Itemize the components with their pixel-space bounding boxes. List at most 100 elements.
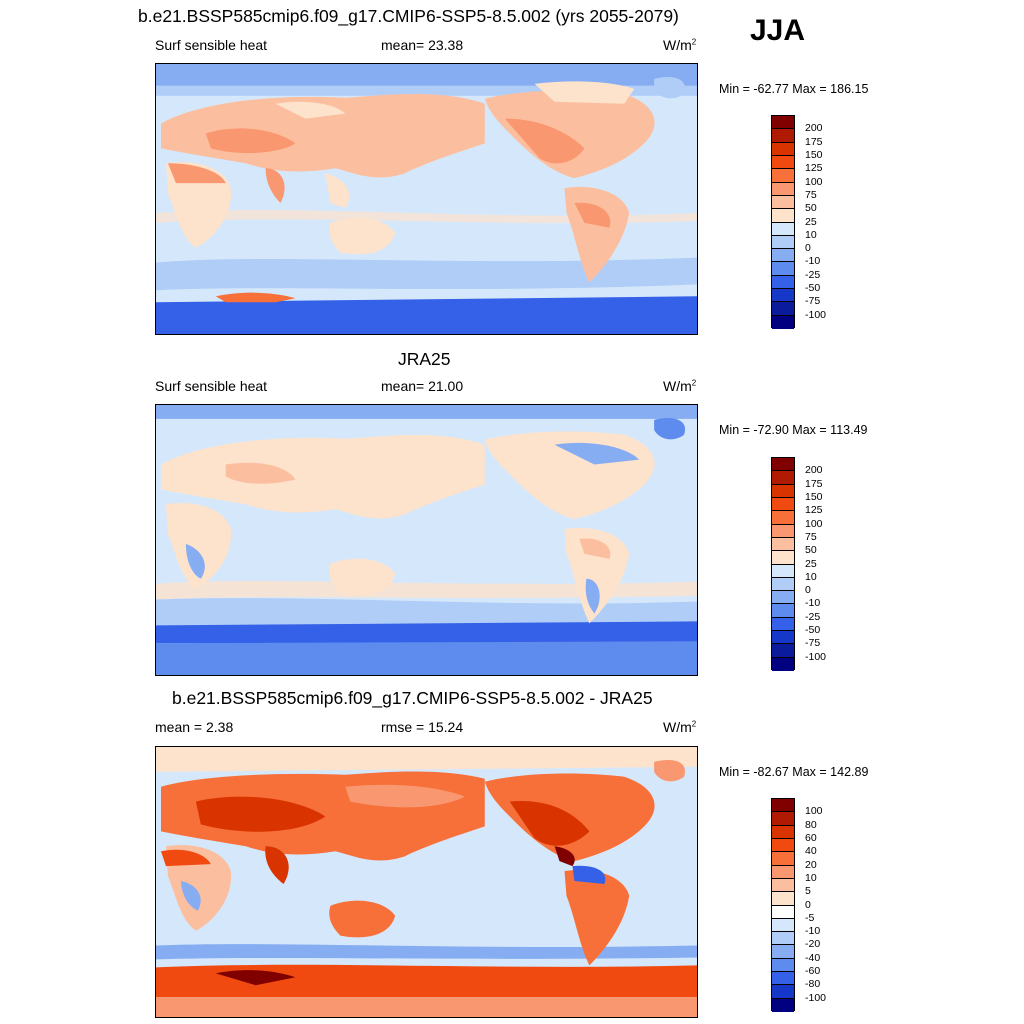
colorbar-tick-label: 200 [805, 464, 823, 477]
colorbar-tick-label: -10 [805, 925, 821, 938]
colorbar-tick-label: -50 [805, 624, 821, 637]
colorbar-tick-label: -10 [805, 255, 821, 268]
colorbar-tick-label: 100 [805, 805, 823, 818]
colorbar-tick-label: 125 [805, 504, 823, 517]
colorbar-segment [772, 116, 794, 130]
colorbar-segment [772, 812, 794, 826]
panel-3-minmax: Min = -82.67 Max = 142.89 [719, 765, 869, 779]
colorbar-tick-label: -75 [805, 295, 821, 308]
colorbar-segment [772, 865, 794, 879]
colorbar-tick-label: 175 [805, 135, 823, 148]
colorbar-segment [772, 195, 794, 210]
colorbar-tick-label: 75 [805, 188, 817, 201]
colorbar-segment [772, 551, 794, 565]
panel-3-colorbar [771, 798, 795, 1012]
colorbar-segment [772, 644, 794, 658]
colorbar-tick-label: -100 [805, 991, 827, 1004]
colorbar-segment [772, 825, 794, 839]
colorbar-segment [772, 289, 794, 303]
colorbar-tick-label: 50 [805, 544, 817, 557]
colorbar-tick-label: 175 [805, 477, 823, 490]
colorbar-segment [772, 497, 794, 512]
colorbar-segment [772, 471, 794, 485]
colorbar-tick-label: -25 [805, 268, 821, 281]
colorbar-segment [772, 604, 794, 618]
colorbar-tick-label: -75 [805, 637, 821, 650]
colorbar-segment [772, 958, 794, 973]
colorbar-segment [772, 932, 794, 946]
colorbar-tick-label: 50 [805, 202, 817, 215]
colorbar-segment [772, 275, 794, 290]
colorbar-segment [772, 511, 794, 525]
colorbar-tick-label: 20 [805, 858, 817, 871]
colorbar-segment [772, 852, 794, 866]
colorbar-segment [772, 484, 794, 498]
panel-1-map [155, 63, 698, 335]
colorbar-tick-label: 25 [805, 557, 817, 570]
colorbar-segment [772, 142, 794, 156]
colorbar-tick-label: -5 [805, 911, 815, 924]
panel-2-mean-label: mean= 21.00 [381, 378, 464, 394]
colorbar-tick-label: 75 [805, 530, 817, 543]
colorbar-segment [772, 878, 794, 893]
colorbar-tick-label: 0 [805, 898, 811, 911]
colorbar-segment [772, 577, 794, 592]
colorbar-segment [772, 155, 794, 170]
colorbar-segment [772, 617, 794, 632]
panel-2-map [155, 404, 698, 676]
colorbar-tick-label: 0 [805, 242, 811, 255]
colorbar-segment [772, 524, 794, 538]
colorbar-tick-label: -80 [805, 978, 821, 991]
colorbar-segment [772, 905, 794, 919]
panel-3-units: W/m2 [663, 719, 697, 735]
colorbar-tick-label: -20 [805, 938, 821, 951]
colorbar-segment [772, 222, 794, 236]
colorbar-segment [772, 591, 794, 605]
panel-3-mean-label: mean = 2.38 [155, 719, 234, 735]
colorbar-tick-label: -100 [805, 308, 827, 321]
season-label: JJA [750, 14, 806, 47]
colorbar-tick-label: 25 [805, 215, 817, 228]
panel-1-minmax: Min = -62.77 Max = 186.15 [719, 82, 869, 96]
panel-3-title: b.e21.BSSP585cmip6.f09_g17.CMIP6-SSP5-8.… [172, 688, 653, 708]
colorbar-segment [772, 315, 794, 329]
colorbar-segment [772, 249, 794, 263]
colorbar-tick-label: 150 [805, 148, 823, 161]
colorbar-segment [772, 985, 794, 999]
colorbar-tick-label: 10 [805, 871, 817, 884]
colorbar-segment [772, 972, 794, 986]
colorbar-segment [772, 998, 794, 1012]
colorbar-segment [772, 799, 794, 813]
colorbar-segment [772, 169, 794, 183]
colorbar-tick-label: 100 [805, 175, 823, 188]
panel-1-title: b.e21.BSSP585cmip6.f09_g17.CMIP6-SSP5-8.… [138, 6, 679, 26]
colorbar-segment [772, 235, 794, 250]
colorbar-segment [772, 892, 794, 906]
colorbar-tick-label: 60 [805, 831, 817, 844]
colorbar-segment [772, 631, 794, 645]
colorbar-segment [772, 537, 794, 552]
panel-1-mean-label: mean= 23.38 [381, 37, 464, 53]
colorbar-segment [772, 657, 794, 671]
panel-1-units: W/m2 [663, 37, 697, 53]
panel-1-variable-label: Surf sensible heat [155, 37, 268, 53]
colorbar-tick-label: 40 [805, 845, 817, 858]
colorbar-tick-label: 80 [805, 818, 817, 831]
panel-2-title: JRA25 [398, 349, 451, 369]
colorbar-tick-label: -10 [805, 597, 821, 610]
colorbar-segment [772, 129, 794, 143]
colorbar-tick-label: 10 [805, 228, 817, 241]
colorbar-tick-label: 100 [805, 517, 823, 530]
colorbar-segment [772, 302, 794, 316]
colorbar-tick-label: 0 [805, 584, 811, 597]
colorbar-segment [772, 182, 794, 196]
panel-3-map [155, 746, 698, 1018]
panel-2-units: W/m2 [663, 378, 697, 394]
panel-2-colorbar [771, 457, 795, 671]
colorbar-tick-label: -40 [805, 951, 821, 964]
panel-2-minmax: Min = -72.90 Max = 113.49 [719, 423, 868, 437]
panel-1-colorbar [771, 115, 795, 329]
panel-3-rmse-label: rmse = 15.24 [381, 719, 464, 735]
colorbar-tick-label: -50 [805, 282, 821, 295]
colorbar-tick-label: -100 [805, 650, 827, 663]
